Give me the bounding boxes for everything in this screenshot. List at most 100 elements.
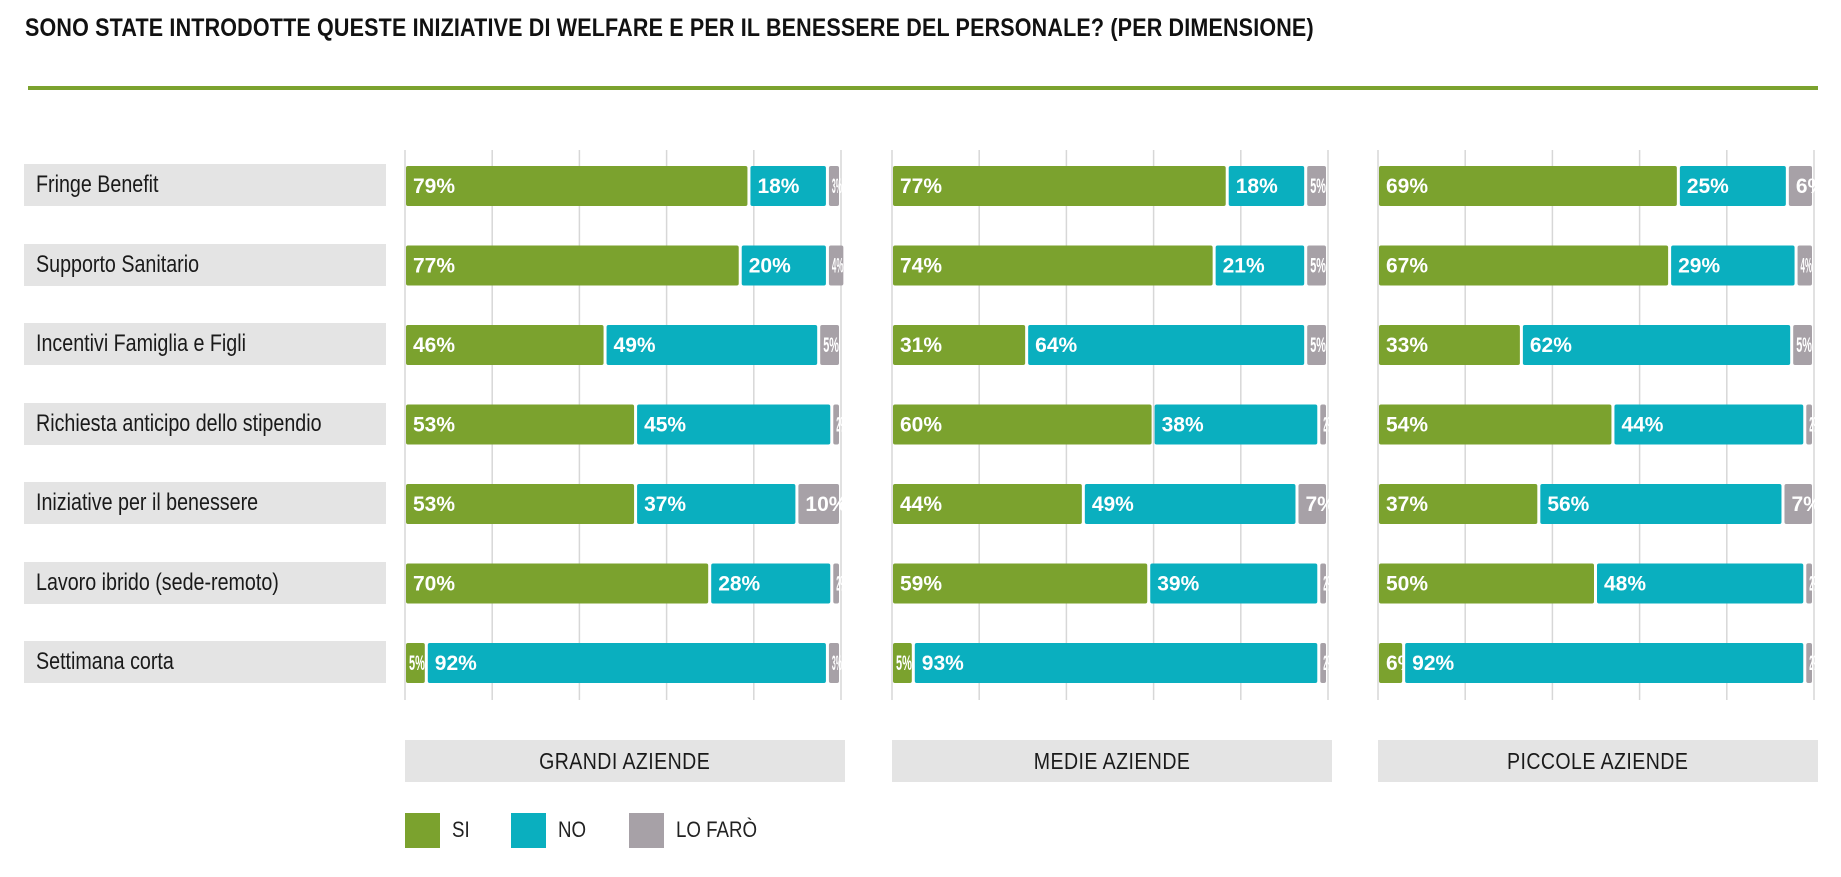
- data-label: 48%: [1604, 573, 1646, 596]
- bar-segment-si: [406, 245, 739, 286]
- data-label: 44%: [900, 493, 942, 516]
- bar-segment-lofaro: [1793, 325, 1812, 365]
- data-label: 7%: [1791, 493, 1822, 516]
- data-label: 3%: [832, 175, 842, 198]
- bar-segment-no: [711, 563, 831, 604]
- data-label: 4%: [1801, 255, 1813, 278]
- data-label: 2%: [836, 414, 846, 437]
- data-label: 77%: [900, 175, 942, 198]
- panel-label-text: PICCOLE AZIENDE: [1507, 747, 1689, 774]
- data-label: 5%: [1310, 175, 1326, 198]
- legend-swatch-no: [510, 812, 546, 848]
- data-label: 49%: [614, 334, 656, 357]
- bar-segment-lofaro: [1797, 245, 1812, 286]
- bar-segment-no: [741, 245, 826, 286]
- legend-label-si: SI: [452, 817, 470, 842]
- bar-segment-no: [1597, 563, 1804, 604]
- bar-segment-si: [406, 404, 635, 445]
- bar-segment-si: [1379, 484, 1538, 524]
- legend-swatch-si: [405, 812, 440, 848]
- data-label: 5%: [1310, 255, 1326, 278]
- row-label-text: Richiesta anticipo dello stipendio: [36, 409, 322, 437]
- bar-segment-lofaro: [828, 166, 839, 206]
- legend: SI NO LO FARÒ: [405, 812, 771, 848]
- data-label: 5%: [896, 652, 912, 675]
- bar-segment-no: [637, 484, 796, 524]
- data-label: 92%: [1412, 652, 1454, 675]
- data-label: 4%: [832, 255, 844, 278]
- data-label: 64%: [1035, 334, 1077, 357]
- bar-segment-si: [893, 245, 1213, 286]
- bar-segment-si: [406, 563, 709, 604]
- data-label: 53%: [413, 493, 455, 516]
- data-label: 18%: [1236, 175, 1278, 198]
- bar-segment-si: [1379, 643, 1403, 683]
- panel-label-text: MEDIE AZIENDE: [1033, 747, 1191, 774]
- row-label: Settimana corta: [24, 641, 386, 683]
- bar-segment-lofaro: [833, 404, 839, 445]
- data-label: 56%: [1547, 493, 1589, 516]
- legend-item-si: SI: [405, 812, 473, 848]
- data-label: 92%: [435, 652, 477, 675]
- title-rule: [28, 86, 1818, 90]
- bar-segment-lofaro: [1307, 325, 1326, 365]
- bar-segment-lofaro: [1307, 166, 1326, 206]
- data-label: 3%: [832, 652, 842, 675]
- data-label: 10%: [805, 493, 847, 516]
- chart-title: SONO STATE INTRODOTTE QUESTE INIZIATIVE …: [25, 14, 1314, 42]
- bar-segment-lofaro: [1298, 484, 1326, 524]
- data-label: 93%: [922, 652, 964, 675]
- row-label-text: Fringe Benefit: [36, 171, 159, 198]
- data-label: 5%: [1310, 334, 1326, 357]
- bar-segment-no: [606, 325, 818, 365]
- data-label: 7%: [1305, 493, 1336, 516]
- data-label: 44%: [1621, 414, 1663, 437]
- bar-segment-lofaro: [1320, 404, 1326, 445]
- data-label: 33%: [1386, 334, 1428, 357]
- bar-segment-lofaro: [828, 245, 844, 286]
- panel-label-text: GRANDI AZIENDE: [539, 747, 711, 774]
- bar-segment-si: [406, 484, 635, 524]
- bar-segment-no: [1228, 166, 1305, 206]
- legend-item-no: NO: [510, 812, 591, 848]
- bar-segment-si: [406, 166, 748, 206]
- legend-swatch-lofaro: [628, 812, 664, 848]
- bar-segment-no: [1154, 404, 1318, 445]
- bar-segment-no: [427, 643, 826, 683]
- data-label: 79%: [413, 175, 455, 198]
- data-label: 5%: [409, 652, 425, 675]
- data-label: 20%: [749, 255, 791, 278]
- row-label-text: Lavoro ibrido (sede-remoto): [36, 568, 279, 596]
- data-label: 28%: [718, 573, 760, 596]
- bar-segment-lofaro: [1307, 245, 1326, 286]
- data-label: 5%: [1796, 334, 1812, 357]
- row-label: Iniziative per il benessere: [24, 482, 386, 524]
- data-label: 5%: [823, 334, 839, 357]
- row-label: Incentivi Famiglia e Figli: [24, 323, 386, 365]
- panel-label: MEDIE AZIENDE: [892, 740, 1332, 782]
- bar-segment-lofaro: [1806, 404, 1812, 445]
- data-label: 29%: [1678, 255, 1720, 278]
- data-label: 69%: [1386, 175, 1428, 198]
- data-label: 54%: [1386, 414, 1428, 437]
- bar-segment-no: [914, 643, 1318, 683]
- data-label: 2%: [1323, 573, 1333, 596]
- data-label: 38%: [1162, 414, 1204, 437]
- bar-segment-no: [1405, 643, 1804, 683]
- bar-segment-no: [1522, 325, 1791, 365]
- data-label: 59%: [900, 573, 942, 596]
- bar-segment-no: [637, 404, 831, 445]
- bar-segment-no: [1671, 245, 1795, 286]
- bar-segment-lofaro: [833, 563, 839, 604]
- bar-segment-lofaro: [820, 325, 839, 365]
- bar-segment-no: [1679, 166, 1786, 206]
- bar-segment-si: [893, 643, 912, 683]
- bar-segment-no: [1150, 563, 1318, 604]
- data-label: 31%: [900, 334, 942, 357]
- data-label: 46%: [413, 334, 455, 357]
- data-label: 37%: [644, 493, 686, 516]
- bar-segment-lofaro: [1320, 643, 1326, 683]
- bar-segment-lofaro: [1784, 484, 1812, 524]
- data-label: 62%: [1530, 334, 1572, 357]
